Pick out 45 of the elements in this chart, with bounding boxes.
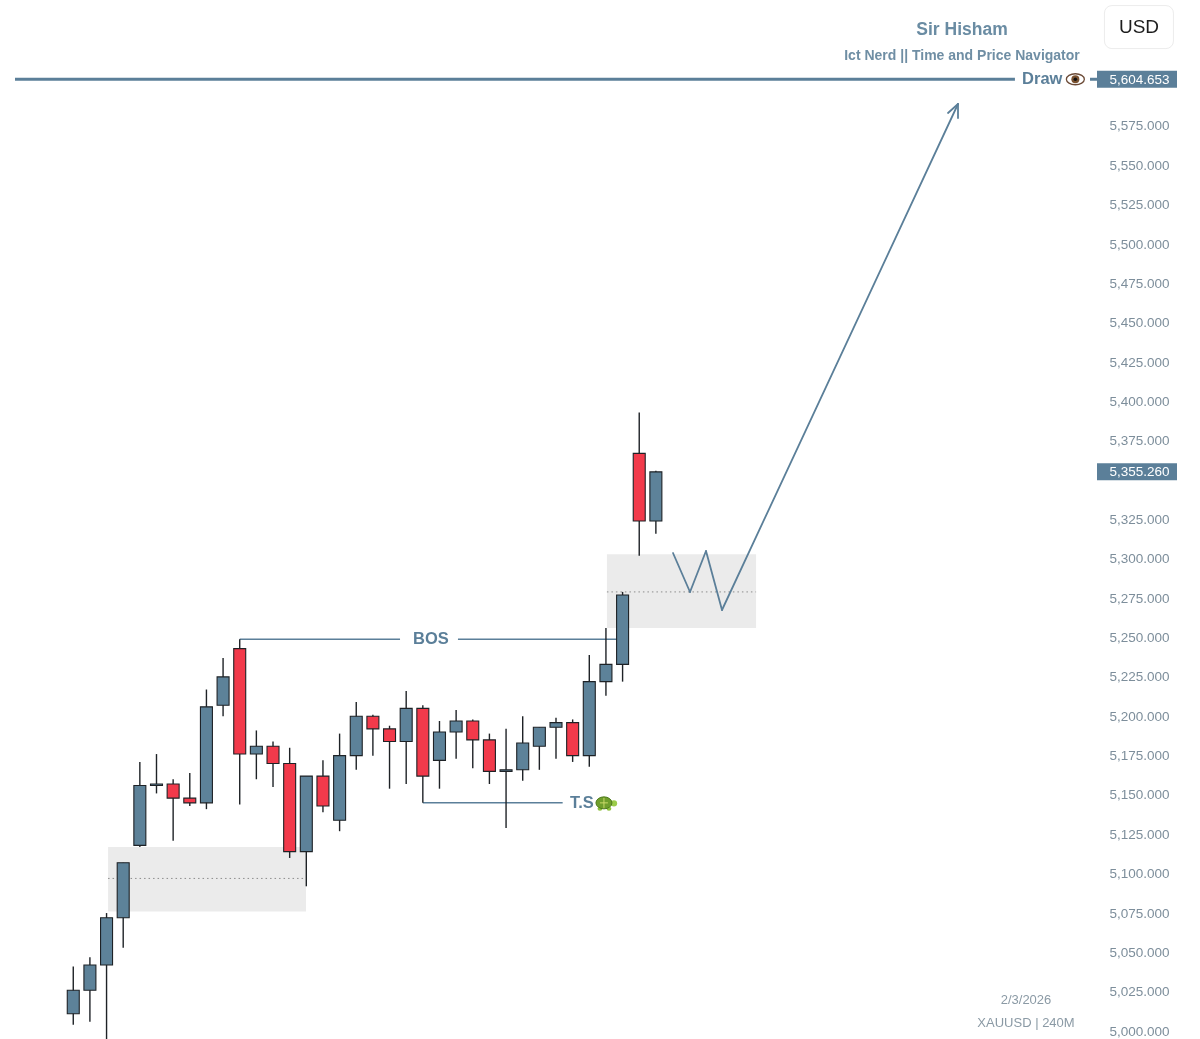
y-tick-label: 5,275.000 — [1109, 590, 1170, 606]
y-tick-label: 5,355.260 — [1109, 464, 1170, 480]
currency-button: USD — [1103, 5, 1175, 49]
text: Sir Hisham — [916, 18, 1008, 40]
y-tick-label: 5,425.000 — [1109, 354, 1170, 370]
candlestick — [149, 753, 164, 795]
y-tick-label: 5,250.000 — [1109, 630, 1170, 646]
y-tick-label: 5,500.000 — [1109, 236, 1170, 252]
y-tick-label: 5,300.000 — [1109, 551, 1170, 567]
y-tick-label: 5,450.000 — [1109, 315, 1170, 331]
y-tick-label: 5,575.000 — [1109, 118, 1170, 134]
text: Ict Nerd || Time and Price Navigator — [844, 46, 1080, 64]
y-tick-label: 5,025.000 — [1109, 984, 1170, 1000]
candlestick — [183, 772, 197, 807]
candlestick — [532, 726, 546, 771]
annotation: XAUUSD | 240M — [977, 1014, 1075, 1031]
candlestick — [266, 740, 280, 788]
candlestick — [466, 718, 480, 769]
y-tick-label: 5,075.000 — [1109, 905, 1170, 921]
y-tick-label: 5,000.000 — [1109, 1023, 1170, 1039]
y-tick-label: 5,604.653 — [1109, 71, 1170, 87]
candlestick — [383, 725, 397, 790]
y-tick-label: 5,325.000 — [1109, 512, 1170, 527]
y-tick-label: 5,225.000 — [1109, 669, 1170, 685]
y-tick-label: 5,125.000 — [1109, 826, 1170, 842]
candlestick — [366, 714, 380, 757]
y-tick-label: 5,050.000 — [1109, 944, 1170, 960]
candlestick — [549, 717, 563, 760]
y-tick-label: 5,200.000 — [1109, 708, 1170, 724]
y-tick-label: 5,525.000 — [1109, 197, 1170, 213]
ref-line-label: Draw — [1022, 69, 1063, 88]
ref-line-label: BOS — [413, 629, 449, 648]
candlestick — [166, 778, 180, 842]
y-tick-label: 5,100.000 — [1109, 866, 1170, 882]
candlestick — [249, 729, 263, 780]
candlestick — [66, 965, 80, 1026]
y-tick-label: 5,150.000 — [1109, 787, 1170, 803]
y-tick-label: 5,375.000 — [1109, 433, 1170, 449]
y-tick-label: 5,400.000 — [1109, 393, 1170, 409]
candlestick — [449, 709, 463, 760]
y-tick-label: 5,475.000 — [1109, 275, 1170, 291]
y-tick-label: 5,175.000 — [1109, 748, 1170, 764]
y-tick-label: 5,550.000 — [1109, 157, 1170, 173]
ref-line-label: T.S — [569, 792, 594, 811]
annotation: 2/3/2026 — [1000, 991, 1052, 1008]
